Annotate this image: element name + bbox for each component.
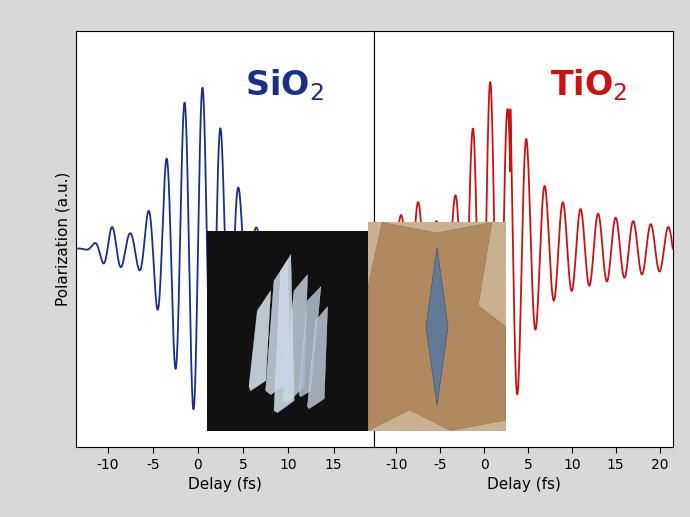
Text: TiO$_2$: TiO$_2$ — [551, 67, 628, 103]
Y-axis label: Polarization (a.u.): Polarization (a.u.) — [55, 172, 70, 306]
X-axis label: Delay (fs): Delay (fs) — [486, 477, 560, 492]
Text: SiO$_2$: SiO$_2$ — [246, 67, 324, 103]
X-axis label: Delay (fs): Delay (fs) — [188, 477, 262, 492]
